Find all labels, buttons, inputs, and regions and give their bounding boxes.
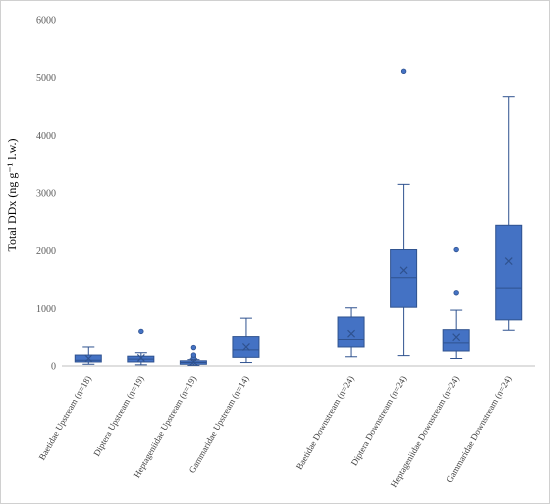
box-series-item: [127, 328, 155, 366]
x-category-label: Gammaridae Downstream (n=24): [444, 374, 513, 484]
box-series-item: [495, 96, 523, 331]
mean-marker: [504, 257, 513, 265]
iqr-box: [337, 316, 365, 348]
x-category-label: Baetidae Upstream (n=18): [37, 374, 93, 462]
category-labels: Baetidae Upstream (n=18)Diptera Upstream…: [37, 374, 514, 489]
iqr-box: [390, 249, 418, 308]
mean-marker: [399, 266, 408, 275]
x-category-label: Diptera Upstream (n=19): [91, 374, 145, 458]
box-series-item: [337, 307, 365, 358]
box-series-item: [179, 344, 207, 366]
y-tick-labels: 0 1000 2000 3000 4000 5000 6000: [36, 16, 56, 373]
outlier-point: [453, 246, 459, 253]
x-category-label: Gammaridae Upstream (n=14): [187, 374, 251, 475]
boxes-group: [74, 68, 523, 366]
mean-marker: [136, 354, 145, 362]
y-tick-label: 3000: [36, 189, 56, 200]
y-tick-label: 1000: [36, 304, 56, 315]
mean-marker: [347, 329, 355, 338]
outlier-point: [138, 328, 144, 335]
y-axis-title: Total DDx (ng g⁻¹ l.w.): [5, 139, 19, 252]
x-category-label: Baetidae Downstream (n=24): [294, 374, 356, 471]
mean-marker: [84, 354, 93, 363]
outlier-point: [190, 352, 197, 358]
y-tick-label: 6000: [36, 16, 56, 27]
outlier-point: [453, 290, 459, 296]
mean-marker: [242, 343, 250, 351]
outlier-point: [400, 68, 407, 75]
y-tick-label: 2000: [36, 246, 56, 257]
y-tick-label: 0: [51, 362, 56, 373]
x-category-label: Heptageniidae Upstream (n=19): [131, 374, 198, 479]
iqr-box: [442, 329, 470, 352]
y-tick-label: 4000: [36, 131, 56, 142]
mean-marker: [452, 333, 461, 342]
box-series-item: [442, 246, 470, 360]
mean-marker: [189, 358, 198, 366]
box-series-item: [74, 346, 102, 365]
outlier-point: [190, 344, 197, 351]
box-series-item: [390, 68, 418, 357]
iqr-box: [495, 224, 523, 321]
box-series-item: [232, 317, 260, 364]
x-category-label: Diptera Downstream (n=24): [349, 374, 409, 467]
y-tick-label: 5000: [36, 73, 56, 84]
